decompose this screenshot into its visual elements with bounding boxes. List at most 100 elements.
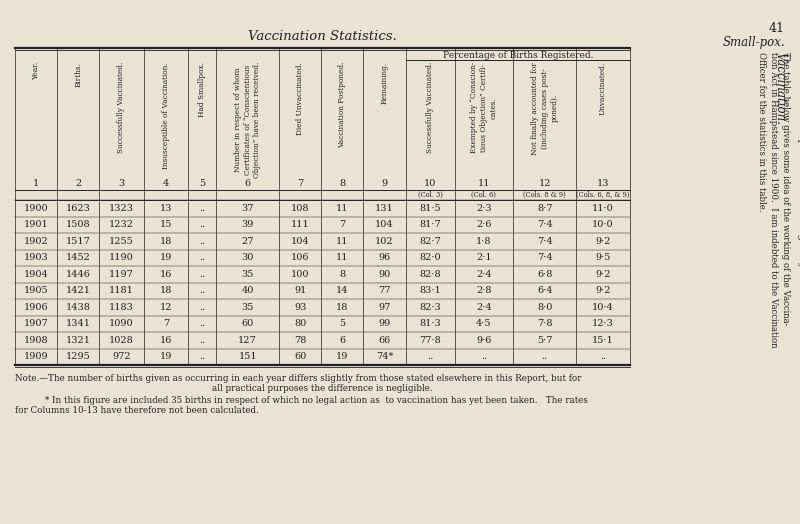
Text: 1197: 1197 (109, 270, 134, 279)
Text: 7: 7 (162, 319, 169, 328)
Text: 1028: 1028 (109, 336, 134, 345)
Text: Note.—The number of births given as occurring in each year differs slightly from: Note.—The number of births given as occu… (15, 374, 582, 383)
Text: Unvaccinated.: Unvaccinated. (599, 62, 607, 115)
Text: 2·4: 2·4 (476, 303, 492, 312)
Text: 1295: 1295 (66, 352, 90, 361)
Text: 9·6: 9·6 (476, 336, 491, 345)
Text: 19: 19 (336, 352, 349, 361)
Text: 1421: 1421 (66, 286, 90, 295)
Text: 1908: 1908 (24, 336, 48, 345)
Text: 10: 10 (424, 180, 436, 189)
Text: 66: 66 (378, 336, 390, 345)
Text: 11·0: 11·0 (592, 204, 614, 213)
Text: Vaccination.: Vaccination. (773, 52, 786, 125)
Text: 5: 5 (199, 180, 205, 189)
Text: 1090: 1090 (109, 319, 134, 328)
Text: 1452: 1452 (66, 253, 90, 262)
Text: ..: .. (199, 352, 205, 361)
Text: 6·4: 6·4 (537, 286, 552, 295)
Text: 11: 11 (336, 253, 349, 262)
Text: 60: 60 (242, 319, 254, 328)
Text: 1181: 1181 (109, 286, 134, 295)
Text: 27: 27 (242, 237, 254, 246)
Text: 16: 16 (160, 336, 172, 345)
Text: The table below gives some idea of the working of the Vaccina-
tion Act in Hamps: The table below gives some idea of the w… (757, 52, 790, 347)
Text: Died Unvaccinated.: Died Unvaccinated. (296, 62, 304, 135)
Text: 7: 7 (339, 220, 346, 230)
Text: 8: 8 (339, 180, 346, 189)
Text: 13: 13 (159, 204, 172, 213)
Text: 9·2: 9·2 (595, 237, 611, 246)
Text: 5: 5 (339, 319, 346, 328)
Text: 40: 40 (242, 286, 254, 295)
Text: 100: 100 (291, 270, 310, 279)
Text: 1321: 1321 (66, 336, 90, 345)
Text: (Col. 3): (Col. 3) (418, 191, 442, 199)
Text: 16: 16 (160, 270, 172, 279)
Text: ..: .. (199, 303, 205, 312)
Text: ..: .. (199, 336, 205, 345)
Text: 1517: 1517 (66, 237, 90, 246)
Text: ..: .. (199, 270, 205, 279)
Text: 18: 18 (160, 286, 172, 295)
Text: 6: 6 (339, 336, 346, 345)
Text: 13: 13 (597, 180, 610, 189)
Text: Had Smallpox.: Had Smallpox. (198, 62, 206, 117)
Text: 1901: 1901 (24, 220, 49, 230)
Text: 108: 108 (291, 204, 310, 213)
Text: Number in respect of whom
Certificates of “Conscientious
Objection” have been re: Number in respect of whom Certificates o… (234, 62, 262, 178)
Text: 1190: 1190 (109, 253, 134, 262)
Text: 4·5: 4·5 (476, 319, 491, 328)
Text: Percentage of Births Registered.: Percentage of Births Registered. (442, 51, 593, 60)
Text: for Columns 10-13 have therefore not been calculated.: for Columns 10-13 have therefore not bee… (15, 406, 258, 415)
Text: 35: 35 (242, 270, 254, 279)
Text: 1623: 1623 (66, 204, 90, 213)
Text: 30: 30 (242, 253, 254, 262)
Text: ..: .. (199, 286, 205, 295)
Text: 82·7: 82·7 (419, 237, 441, 246)
Text: 6: 6 (245, 180, 250, 189)
Text: 7: 7 (297, 180, 303, 189)
Text: 9·2: 9·2 (595, 286, 611, 295)
Text: 18: 18 (336, 303, 349, 312)
Text: 82·0: 82·0 (419, 253, 441, 262)
Text: ..: .. (199, 319, 205, 328)
Text: 81·7: 81·7 (419, 220, 441, 230)
Text: 1446: 1446 (66, 270, 90, 279)
Text: 80: 80 (294, 319, 306, 328)
Text: 10·0: 10·0 (592, 220, 614, 230)
Text: 2·3: 2·3 (476, 204, 492, 213)
Text: 972: 972 (112, 352, 130, 361)
Text: 1·8: 1·8 (476, 237, 491, 246)
Text: (Cols. 6, 8, & 9): (Cols. 6, 8, & 9) (577, 191, 630, 199)
Text: 19: 19 (160, 253, 172, 262)
Text: 1900: 1900 (24, 204, 48, 213)
Text: all practical purposes the difference is negligible.: all practical purposes the difference is… (212, 384, 433, 393)
Text: 18: 18 (160, 237, 172, 246)
Text: 99: 99 (378, 319, 390, 328)
Text: Insusceptible of Vaccination.: Insusceptible of Vaccination. (162, 62, 170, 169)
Text: 9: 9 (382, 180, 387, 189)
Text: Not finally accounted for
(including cases post-
poned).: Not finally accounted for (including cas… (531, 62, 558, 155)
Text: ..: .. (542, 352, 548, 361)
Text: 11: 11 (336, 204, 349, 213)
Text: Year.: Year. (32, 62, 40, 80)
Text: 35: 35 (242, 303, 254, 312)
Text: 8·7: 8·7 (537, 204, 552, 213)
Text: 102: 102 (375, 237, 394, 246)
Text: (Col. 6): (Col. 6) (471, 191, 496, 199)
Text: 77·8: 77·8 (419, 336, 441, 345)
Text: 1905: 1905 (24, 286, 48, 295)
Text: ..: .. (427, 352, 433, 361)
Text: 15: 15 (160, 220, 172, 230)
Text: 82·3: 82·3 (419, 303, 441, 312)
Text: 1903: 1903 (24, 253, 49, 262)
Text: 77: 77 (378, 286, 390, 295)
Text: 111: 111 (291, 220, 310, 230)
Text: 91: 91 (294, 286, 306, 295)
Text: 1902: 1902 (24, 237, 49, 246)
Text: 11: 11 (478, 180, 490, 189)
Text: 74*: 74* (376, 352, 393, 361)
Text: 2·6: 2·6 (476, 220, 491, 230)
Text: 39: 39 (242, 220, 254, 230)
